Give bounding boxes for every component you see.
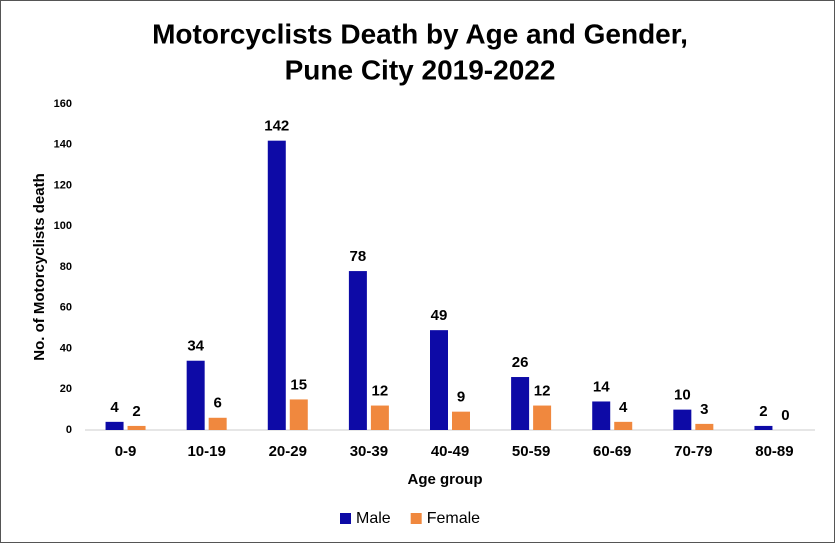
data-label: 34 xyxy=(187,338,204,355)
bar xyxy=(208,417,227,430)
bar xyxy=(592,401,611,430)
x-tick-label: 40-49 xyxy=(431,443,469,460)
bar xyxy=(289,399,308,430)
data-label: 15 xyxy=(290,376,307,393)
data-label: 142 xyxy=(264,118,289,135)
x-tick-label: 60-69 xyxy=(593,443,631,460)
bar xyxy=(186,360,205,430)
y-tick-label: 140 xyxy=(54,139,72,151)
chart-title: Motorcyclists Death by Age and Gender, xyxy=(152,18,688,49)
data-label: 0 xyxy=(781,407,789,424)
y-tick-label: 160 xyxy=(54,98,72,110)
x-tick-label: 0-9 xyxy=(115,443,137,460)
bar xyxy=(511,377,530,430)
data-label: 4 xyxy=(110,399,119,416)
data-label: 12 xyxy=(372,383,389,400)
data-label: 26 xyxy=(512,354,529,371)
x-tick-label: 70-79 xyxy=(674,443,712,460)
bar xyxy=(533,405,552,430)
bar xyxy=(430,330,448,430)
bar xyxy=(267,140,286,431)
legend-swatch xyxy=(340,513,351,524)
data-label: 10 xyxy=(674,387,691,404)
data-label: 78 xyxy=(350,248,367,265)
y-axis-label: No. of Motorcyclists death xyxy=(31,173,48,361)
data-label: 14 xyxy=(593,378,610,395)
bar xyxy=(695,423,714,430)
x-axis-label: Age group xyxy=(408,471,483,488)
bar xyxy=(614,421,633,430)
bar xyxy=(105,421,124,430)
bar xyxy=(348,271,367,430)
y-tick-label: 20 xyxy=(60,383,72,395)
x-tick-label: 30-39 xyxy=(350,443,388,460)
bar xyxy=(452,411,470,430)
x-tick-label: 20-29 xyxy=(269,443,307,460)
y-tick-label: 120 xyxy=(54,179,72,191)
data-label: 9 xyxy=(457,389,465,406)
y-tick-label: 100 xyxy=(54,220,72,232)
data-label: 6 xyxy=(213,395,221,412)
bar xyxy=(754,425,773,430)
y-tick-label: 40 xyxy=(60,342,72,354)
data-label: 3 xyxy=(700,401,708,418)
legend-label: Male xyxy=(356,510,391,527)
legend-swatch xyxy=(410,513,422,524)
data-label: 2 xyxy=(759,403,767,420)
data-label: 12 xyxy=(534,383,551,400)
y-tick-label: 60 xyxy=(60,302,72,314)
y-tick-label: 80 xyxy=(60,261,72,273)
x-tick-label: 50-59 xyxy=(512,443,550,460)
bar xyxy=(370,405,389,430)
data-label: 49 xyxy=(431,307,448,324)
bar xyxy=(127,425,146,430)
bar xyxy=(673,409,692,430)
legend-label: Female xyxy=(427,510,480,527)
data-label: 4 xyxy=(619,399,628,416)
data-label: 2 xyxy=(132,403,140,420)
x-tick-label: 10-19 xyxy=(187,443,225,460)
y-tick-label: 0 xyxy=(66,424,72,436)
chart-title: Pune City 2019-2022 xyxy=(285,54,556,85)
x-tick-label: 80-89 xyxy=(755,443,793,460)
